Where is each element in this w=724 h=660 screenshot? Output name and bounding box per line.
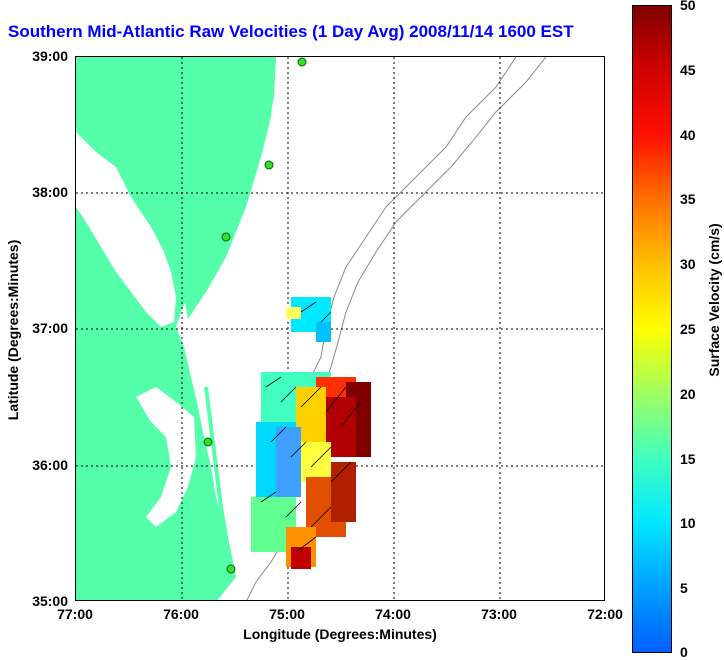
y-tick-38: 38:00: [32, 184, 68, 200]
velocity-field: [251, 297, 371, 569]
y-tick-36: 36:00: [32, 457, 68, 473]
colorbar-tick: 10: [680, 515, 696, 531]
x-tick-73: 73:00: [481, 606, 517, 622]
colorbar-tick: 20: [680, 386, 696, 402]
colorbar-tick: 35: [680, 191, 696, 207]
y-tick-35: 35:00: [32, 593, 68, 609]
colorbar-tick: 50: [680, 0, 696, 13]
colorbar-tick: 0: [680, 644, 688, 660]
colorbar-tick: 25: [680, 321, 696, 337]
x-tick-75: 75:00: [269, 606, 305, 622]
map-plot-area[interactable]: [75, 56, 605, 601]
map-title: Southern Mid-Atlantic Raw Velocities (1 …: [8, 22, 574, 41]
sound-water: [136, 387, 196, 527]
bay-water: [76, 132, 176, 327]
y-tick-39: 39:00: [32, 48, 68, 64]
colorbar-tick: 30: [680, 256, 696, 272]
colorbar-tick: 45: [680, 62, 696, 78]
x-tick-74: 74:00: [375, 606, 411, 622]
colorbar-tick: 5: [680, 580, 688, 596]
land-delmarva: [136, 57, 276, 319]
colorbar-tick: 15: [680, 451, 696, 467]
station-markers: [203, 57, 307, 574]
colorbar-tick: 40: [680, 127, 696, 143]
x-tick-76: 76:00: [163, 606, 199, 622]
outer-banks: [204, 386, 236, 578]
y-axis-label: Latitude (Degrees:Minutes): [5, 239, 21, 421]
y-tick-37: 37:00: [32, 320, 68, 336]
map-svg: [76, 57, 604, 600]
colorbar-label: Surface Velocity (cm/s): [706, 223, 722, 377]
x-tick-77: 77:00: [57, 606, 93, 622]
x-axis-label: Longitude (Degrees:Minutes): [243, 626, 437, 642]
x-tick-72: 72:00: [587, 606, 623, 622]
colorbar: [632, 5, 672, 653]
contour-slope: [305, 57, 547, 428]
